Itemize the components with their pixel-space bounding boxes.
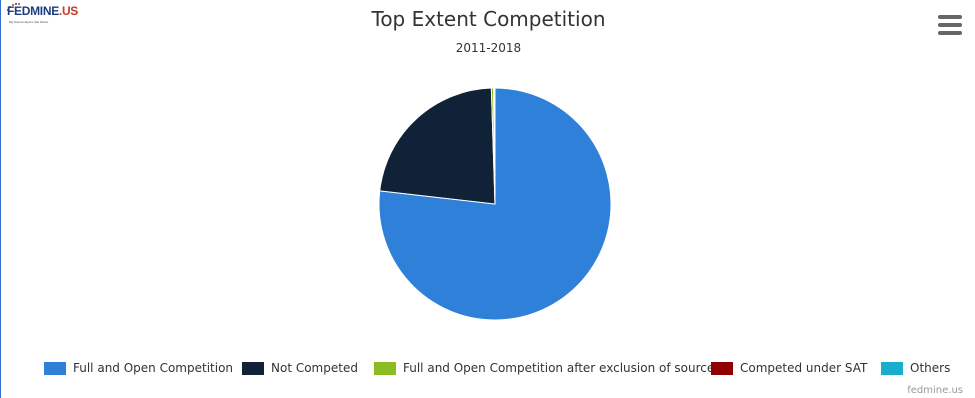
legend-swatch [242, 361, 264, 375]
legend-item[interactable]: Not Competed [242, 358, 358, 378]
legend-swatch [711, 361, 733, 375]
credit-link[interactable]: fedmine.us [907, 385, 963, 396]
legend-label: Not Competed [271, 361, 358, 375]
legend-item[interactable]: Full and Open Competition [44, 358, 233, 378]
legend-label: Competed under SAT [740, 361, 868, 375]
logo-text: FEDMINE.US [7, 4, 79, 18]
chart-legend: Full and Open Competition Not Competed Ful… [1, 358, 975, 378]
legend-item[interactable]: Others [881, 358, 950, 378]
hamburger-menu-icon-bar [938, 15, 962, 19]
legend-item[interactable]: Full and Open Competition after exclusio… [374, 358, 720, 378]
chart-title: Top Extent Competition [371, 7, 606, 31]
legend-label: Full and Open Competition after exclusio… [403, 361, 721, 375]
legend-swatch [44, 361, 66, 375]
legend-swatch [374, 361, 396, 375]
logo-tagline: Big Data Analytics that Works [9, 20, 49, 24]
legend-item[interactable]: Competed under SAT [711, 358, 867, 378]
hamburger-menu-icon-bar [938, 23, 962, 27]
hamburger-menu-icon-bar [938, 31, 962, 35]
legend-label: Full and Open Competition [73, 361, 234, 375]
pie-slice-others[interactable] [493, 87, 496, 205]
legend-swatch [881, 361, 903, 375]
logo-dots-icon [7, 3, 20, 11]
chart-subtitle: 2011-2018 [455, 41, 522, 55]
legend-label: Others [910, 361, 951, 375]
pie-slice-not-competed[interactable] [379, 87, 496, 205]
chart-menu-button[interactable] [938, 15, 962, 37]
fedmine-logo[interactable]: FEDMINE.US Big Data Analytics that Works [7, 3, 97, 30]
